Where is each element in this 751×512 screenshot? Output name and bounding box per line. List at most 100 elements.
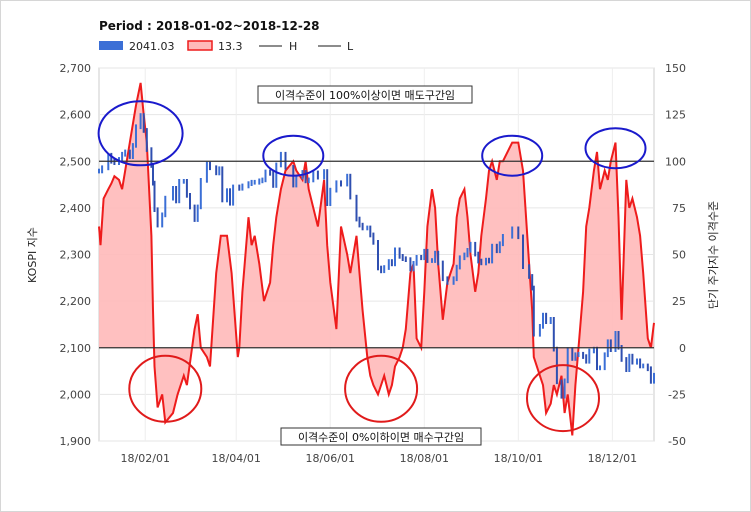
kospi-bar: [241, 183, 244, 191]
kospi-bar: [380, 265, 383, 274]
kospi-bar: [485, 257, 487, 266]
kospi-bar: [394, 247, 396, 267]
right-tick-label: -25: [668, 388, 686, 401]
x-tick-label: 18/08/01: [400, 452, 449, 465]
buy-zone-circle: [526, 364, 600, 433]
left-tick-label: 2,400: [60, 202, 92, 215]
kospi-bar: [355, 194, 358, 222]
kospi-bar: [369, 225, 372, 238]
kospi-bar: [552, 317, 555, 352]
right-axis-title: 단기 주가지수 이격수준: [707, 201, 720, 309]
kospi-bar: [463, 252, 466, 261]
kospi-bar: [426, 248, 429, 263]
kospi-bar: [215, 165, 218, 176]
left-tick-label: 2,200: [60, 295, 92, 308]
kospi-bar: [269, 169, 272, 176]
buy-zone-circle: [344, 354, 419, 423]
kospi-bar: [617, 331, 620, 350]
x-tick-label: 18/04/01: [212, 452, 261, 465]
kospi-bar: [199, 178, 202, 210]
kospi-bar: [585, 354, 588, 364]
kospi-bar: [431, 258, 433, 263]
kospi-bar: [135, 124, 137, 148]
kospi-bar: [412, 261, 415, 272]
kospi-bar: [121, 151, 124, 162]
kospi-bar: [588, 348, 591, 364]
kospi-bar: [182, 179, 185, 184]
kospi-bar: [185, 179, 188, 198]
kospi-bar: [250, 179, 253, 186]
kospi-bar: [480, 258, 483, 266]
kospi-bar: [98, 168, 100, 174]
highlight-circles: [97, 100, 647, 433]
kospi-bar: [455, 264, 458, 282]
legend-label-l: L: [347, 40, 354, 53]
left-tick-label: 2,700: [60, 62, 92, 75]
kospi-bar: [172, 186, 174, 201]
x-axis-ticks: 18/02/01 18/04/01 18/06/01 18/08/01 18/10/01…: [121, 452, 638, 465]
kospi-bar: [498, 241, 501, 254]
right-tick-label: 50: [672, 249, 686, 262]
kospi-bar: [528, 264, 531, 279]
kospi-bar: [437, 250, 440, 266]
kospi-bar: [272, 171, 275, 188]
kospi-bar: [582, 351, 585, 359]
kospi-bar: [264, 169, 267, 183]
kospi-bar: [631, 353, 634, 365]
reference-lines: [99, 160, 654, 349]
kospi-bar: [592, 346, 595, 354]
kospi-bar: [372, 232, 375, 245]
disparity-line: [98, 82, 655, 436]
kospi-bar: [178, 179, 181, 204]
left-tick-label: 2,000: [60, 388, 92, 401]
left-axis-ticks: 2,700 2,600 2,500 2,400 2,300 2,200 2,100 2,000…: [60, 62, 92, 448]
kospi-bar: [128, 149, 131, 159]
kospi-bar: [226, 188, 228, 203]
kospi-bar: [577, 351, 580, 357]
kospi-bar: [401, 254, 404, 261]
kospi-bar: [415, 255, 418, 266]
kospi-bar: [563, 378, 566, 399]
kospi-bar: [571, 347, 574, 361]
right-tick-label: 0: [679, 342, 686, 355]
right-axis-ticks: 150 125 100 75 50 25 0 -25 -50: [665, 62, 686, 448]
kospi-bar: [387, 259, 390, 270]
kospi-bar: [156, 207, 159, 228]
right-tick-label: -50: [668, 435, 686, 448]
kospi-bar: [150, 147, 153, 168]
sell-zone-circle: [481, 134, 544, 177]
kospi-bar: [532, 285, 535, 337]
right-tick-label: 25: [672, 295, 686, 308]
kospi-bar: [193, 204, 196, 222]
kospi-bar: [209, 161, 211, 171]
kospi-bar: [189, 193, 191, 210]
kospi-bar: [349, 173, 352, 200]
buy-zone-circle: [128, 354, 203, 423]
kospi-bar: [420, 255, 423, 261]
kospi-bar: [238, 184, 241, 191]
kospi-bar: [625, 357, 628, 372]
left-tick-label: 2,500: [60, 155, 92, 168]
kospi-bar: [488, 257, 490, 264]
kospi-bar: [340, 180, 342, 187]
kospi-bar: [261, 177, 264, 184]
kospi-bar: [609, 339, 612, 352]
right-tick-label: 150: [665, 62, 686, 75]
kospi-bar: [161, 212, 164, 228]
kospi-bar: [358, 216, 361, 228]
sell-annotation-box: [257, 85, 473, 104]
right-tick-label: 75: [672, 202, 686, 215]
kospi-bar: [131, 143, 134, 159]
kospi-bar: [247, 181, 250, 189]
sell-zone-circle: [584, 127, 647, 170]
sell-zone-circle: [97, 100, 184, 167]
left-tick-label: 1,900: [60, 435, 92, 448]
kospi-bar: [452, 276, 455, 285]
kospi-bar: [218, 166, 221, 176]
kospi-bar: [560, 379, 563, 399]
kospi-bar: [304, 170, 307, 184]
kospi-bar: [522, 234, 524, 269]
kospi-bar: [599, 365, 601, 371]
legend-swatch-disparity: [187, 40, 213, 51]
kospi-bar: [653, 372, 655, 384]
